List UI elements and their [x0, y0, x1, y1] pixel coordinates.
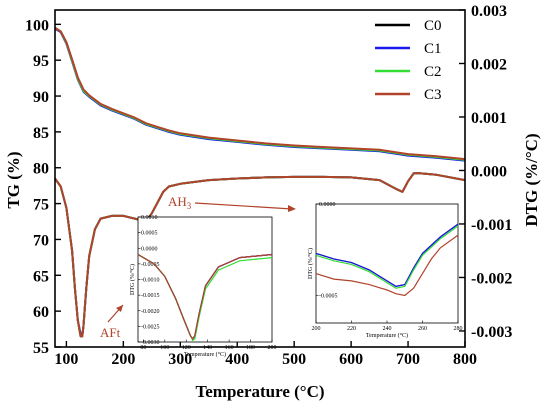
annotation-aft-arrowhead	[116, 305, 123, 312]
inset-x-axis-title: Temperature (°C)	[184, 351, 226, 358]
y-right-tick-label: 0.000	[471, 163, 507, 180]
y-left-tick-label: 65	[33, 268, 49, 285]
inset-x-tick-label: 260	[418, 326, 427, 332]
y-axis-right-title: DTG (%/°C)	[522, 133, 541, 226]
inset-y-tick-label: -0.0015	[141, 293, 160, 299]
legend-label-C3: C3	[424, 87, 442, 103]
inset-x-tick-label: 180	[246, 345, 255, 351]
y-left-tick-label: 60	[33, 304, 49, 321]
inset-x-tick-label: 220	[347, 326, 356, 332]
inset-x-tick-label: 240	[383, 326, 392, 332]
y-left-tick-label: 75	[33, 197, 49, 214]
legend-label-C1: C1	[424, 41, 442, 57]
inset-y-axis-title: DTG (%/°C)	[129, 264, 136, 295]
inset-frame	[315, 203, 459, 324]
legend-label-C0: C0	[424, 18, 442, 34]
inset-y-tick-label: 0.0000	[141, 246, 158, 252]
inset-y-tick-label: -0.0005	[141, 262, 160, 268]
inset-x-tick-label: 160	[225, 345, 234, 351]
x-tick-label: 200	[111, 351, 135, 368]
inset-line-C3	[137, 253, 273, 340]
inset-y-tick-label: -0.0025	[141, 324, 160, 330]
inset-line-C1	[315, 223, 459, 288]
x-tick-label: 500	[282, 351, 306, 368]
x-tick-label: 400	[225, 351, 249, 368]
inset-y-tick-label: -0.0020	[141, 309, 160, 315]
inset-y-tick-label: 0.0000	[319, 202, 336, 208]
y-left-tick-label: 80	[33, 161, 49, 178]
annotation-ah3-arrow	[194, 202, 293, 210]
inset-y-tick-label: -0.0010	[141, 278, 160, 284]
y-right-tick-label: 0.002	[471, 56, 507, 73]
inset-ah3: 200 220 240 260 280 0.0000 -0.0005 Temperature …	[307, 202, 463, 339]
y-left-tick-label: 85	[33, 125, 49, 142]
x-tick-label: 800	[453, 351, 477, 368]
inset-y-axis-title: DTG (%/°C)	[307, 248, 314, 279]
annotation-ah3-arrowhead	[288, 205, 296, 212]
y-left-tick-label: 70	[33, 232, 49, 249]
legend-label-C2: C2	[424, 64, 442, 80]
annotation-aft: AFt	[100, 325, 121, 340]
y-left-tick-label: 55	[33, 340, 49, 357]
inset-frame	[137, 216, 273, 343]
inset-line-C2	[315, 225, 459, 289]
inset-x-tick-label: 100	[160, 345, 169, 351]
main-plot-lines	[54, 27, 466, 338]
y-right-tick-label: -0.003	[471, 324, 512, 341]
y-right-tick-label: 0.001	[471, 110, 507, 127]
inset-line-C3	[315, 234, 459, 297]
y-right-tick-label: -0.001	[471, 217, 512, 234]
inset-x-tick-label: 80	[140, 345, 146, 351]
inset-y-tick-label: 0.0005	[141, 231, 158, 237]
plot-frame	[54, 9, 466, 348]
inset-x-tick-label: 200	[268, 345, 277, 351]
y-right-tick-label: -0.002	[471, 270, 512, 287]
inset-x-tick-label: 140	[203, 345, 212, 351]
axes: 100 200 300 400 500 600 700 800 55 60 65 70 75 80 85 90…	[25, 3, 512, 368]
x-tick-label: 300	[168, 351, 192, 368]
x-tick-label: 100	[54, 351, 78, 368]
y-right-tick-label: 0.003	[471, 3, 507, 20]
y-left-tick-label: 95	[33, 53, 49, 70]
x-tick-label: 700	[396, 351, 420, 368]
y-left-tick-label: 100	[25, 17, 49, 34]
x-tick-label: 600	[339, 351, 363, 368]
inset-y-tick-label: -0.0030	[141, 340, 160, 346]
inset-x-tick-label: 280	[454, 326, 463, 332]
inset-aft: 80 100 120 140 160 180 200 0.0010 0.0005 0.0000 -0…	[129, 215, 277, 358]
inset-y-tick-label: 0.0010	[141, 215, 158, 221]
annotation-ah3: AH3	[168, 194, 192, 211]
inset-x-tick-label: 200	[312, 326, 321, 332]
inset-x-axis-title: Temperature (°C)	[366, 332, 408, 339]
tg-line-C3	[54, 27, 466, 161]
inset-y-tick-label: -0.0005	[319, 294, 338, 300]
inset-x-tick-label: 120	[182, 345, 191, 351]
dtg-line-C3	[54, 172, 466, 338]
x-axis-title: Temperature (°C)	[195, 382, 324, 401]
legend: C0 C1 C2 C3	[375, 18, 442, 103]
y-axis-left-title: TG (%)	[4, 151, 23, 208]
y-left-tick-label: 90	[33, 89, 49, 106]
